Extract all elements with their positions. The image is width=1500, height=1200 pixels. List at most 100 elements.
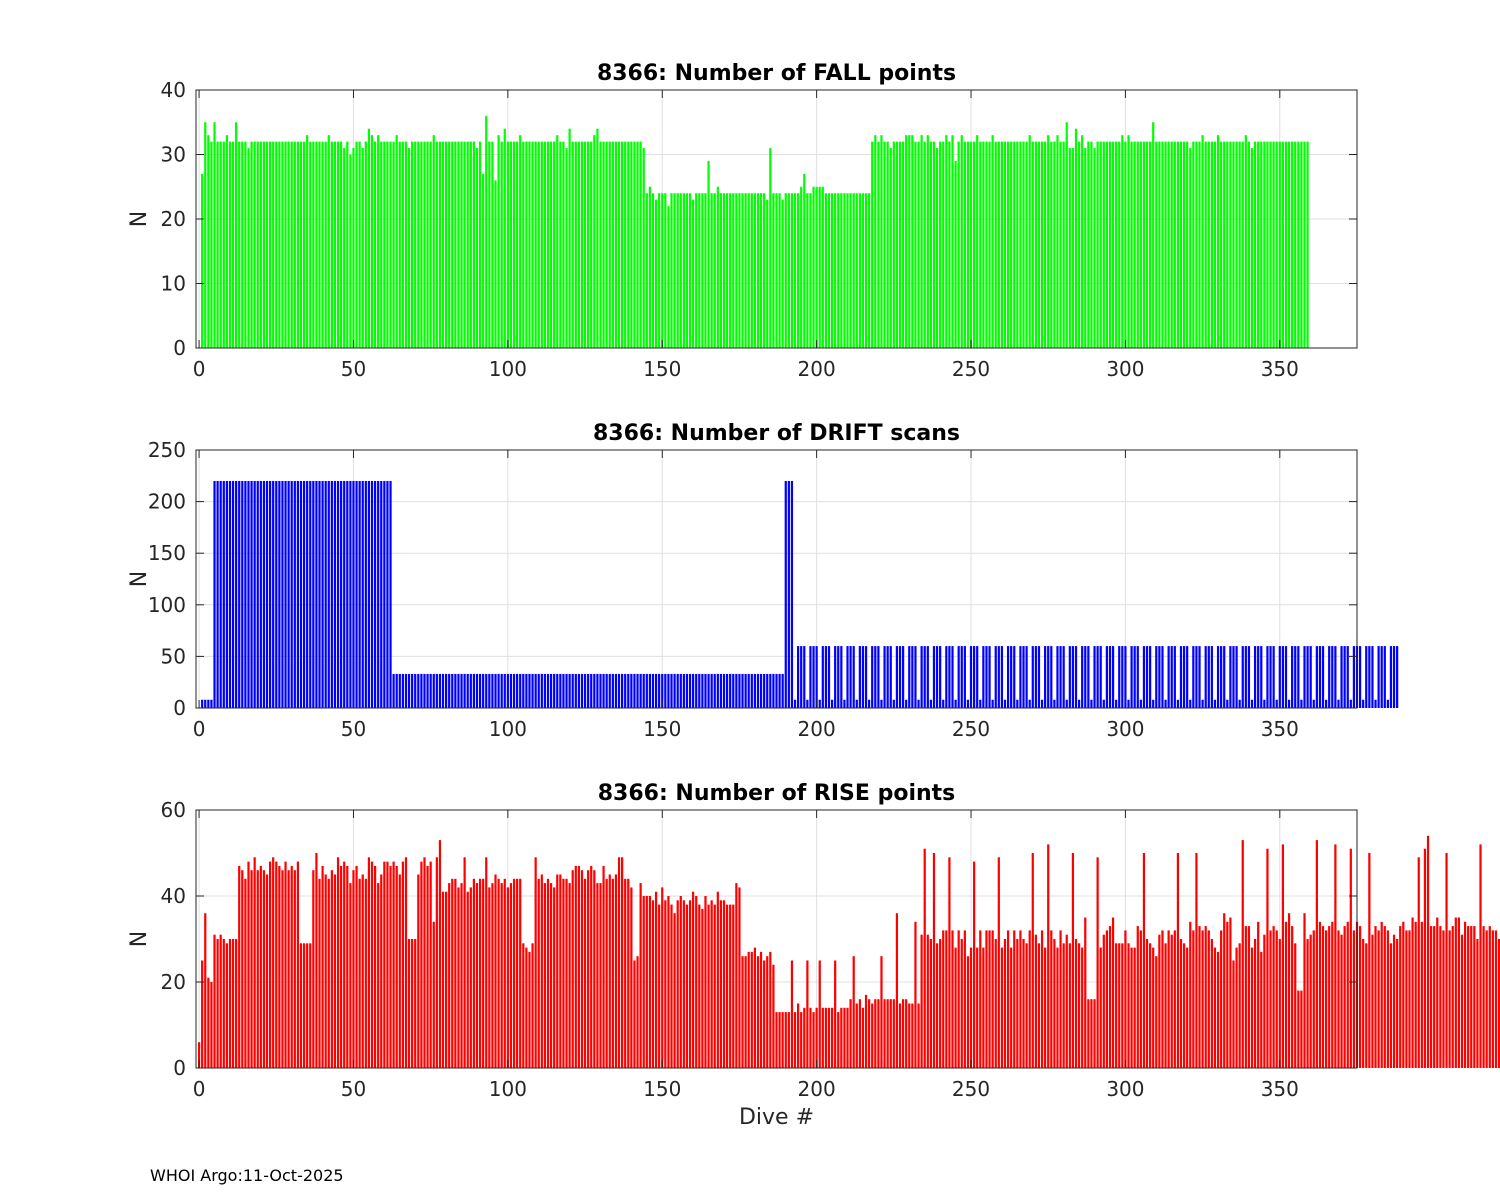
- bar: [852, 956, 855, 1068]
- bar: [355, 865, 358, 1068]
- bar: [302, 480, 306, 708]
- bar: [1266, 646, 1269, 708]
- y-tick-label: 100: [148, 593, 186, 617]
- bar: [704, 193, 707, 348]
- bar: [361, 874, 364, 1068]
- bar: [1044, 646, 1047, 708]
- bar: [1204, 646, 1207, 708]
- bar: [247, 148, 250, 348]
- bar: [1383, 926, 1386, 1068]
- bar: [327, 480, 330, 708]
- bar: [485, 115, 488, 348]
- bar: [973, 141, 976, 348]
- bar: [346, 141, 349, 348]
- bar: [302, 141, 306, 348]
- bar: [636, 673, 639, 708]
- bar: [966, 956, 970, 1068]
- bar: [1399, 926, 1402, 1068]
- bar: [898, 646, 902, 708]
- bar: [1192, 141, 1195, 348]
- bar: [1257, 646, 1260, 708]
- bar: [1229, 141, 1232, 348]
- bar: [265, 480, 269, 708]
- bar: [441, 891, 445, 1068]
- bar: [901, 141, 905, 348]
- bar: [948, 857, 951, 1068]
- bar: [370, 135, 374, 348]
- bar: [639, 141, 642, 348]
- bar: [497, 878, 500, 1068]
- bar: [991, 135, 994, 348]
- bar: [1167, 141, 1170, 348]
- bar: [1303, 913, 1306, 1068]
- bar: [602, 865, 605, 1068]
- bar: [312, 870, 315, 1068]
- bar: [1037, 141, 1041, 348]
- bar: [929, 141, 932, 348]
- bar: [210, 141, 213, 348]
- bar: [1389, 943, 1393, 1068]
- bar: [766, 673, 769, 708]
- bar: [469, 673, 472, 708]
- bar: [966, 141, 970, 348]
- bar: [1133, 646, 1136, 708]
- bar: [942, 141, 945, 348]
- bar: [389, 480, 392, 708]
- bar: [969, 646, 973, 708]
- bar: [849, 193, 852, 348]
- bar: [877, 999, 880, 1068]
- x-tick-label: 50: [341, 357, 366, 381]
- bar: [889, 646, 892, 708]
- bar: [864, 193, 868, 348]
- bar: [1142, 853, 1146, 1068]
- bar: [670, 673, 673, 708]
- bar: [1269, 646, 1272, 708]
- bar: [426, 141, 429, 348]
- bar: [701, 673, 704, 708]
- bar: [528, 673, 531, 708]
- bar: [1158, 934, 1161, 1068]
- bar: [617, 141, 621, 348]
- bar: [509, 883, 513, 1068]
- bar: [880, 135, 883, 348]
- bar: [827, 1007, 831, 1068]
- bar: [256, 870, 259, 1068]
- bar: [454, 878, 457, 1068]
- bar: [1031, 853, 1034, 1068]
- bar: [466, 141, 469, 348]
- bar: [500, 883, 503, 1068]
- bar: [1037, 943, 1041, 1068]
- bar: [1000, 947, 1004, 1068]
- bar: [1374, 699, 1377, 708]
- bar: [997, 646, 1000, 708]
- bar: [716, 186, 719, 348]
- bar: [1448, 930, 1451, 1068]
- bar: [583, 141, 587, 348]
- bar: [1253, 646, 1257, 708]
- bar: [247, 861, 250, 1068]
- bar: [988, 646, 991, 708]
- bar: [540, 673, 543, 708]
- bar: [877, 141, 880, 348]
- bar: [815, 186, 818, 348]
- bar: [549, 883, 553, 1068]
- bar: [793, 193, 797, 348]
- bar: [1297, 646, 1300, 708]
- y-tick-label: 40: [161, 884, 186, 908]
- bar: [506, 887, 509, 1068]
- bar: [296, 480, 299, 708]
- bar: [1099, 141, 1102, 348]
- bar: [886, 141, 889, 348]
- bar: [373, 865, 377, 1068]
- x-tick-label: 200: [798, 717, 836, 741]
- bar: [299, 141, 303, 348]
- bar: [775, 673, 778, 708]
- bar: [432, 135, 435, 348]
- bar: [204, 122, 207, 348]
- bar: [231, 141, 235, 348]
- bar: [1269, 141, 1272, 348]
- bar: [568, 883, 571, 1068]
- bar: [1013, 141, 1016, 348]
- bar: [969, 947, 973, 1068]
- bar: [383, 861, 386, 1068]
